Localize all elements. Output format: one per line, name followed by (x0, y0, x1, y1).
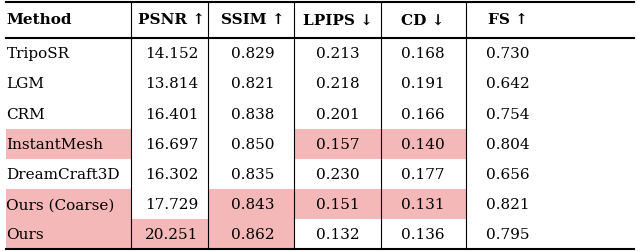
Text: TripoSR: TripoSR (6, 47, 70, 61)
Text: 0.642: 0.642 (486, 77, 529, 91)
Text: Ours (Coarse): Ours (Coarse) (6, 197, 115, 211)
Text: 0.656: 0.656 (486, 167, 529, 181)
Text: LGM: LGM (6, 77, 44, 91)
Text: LPIPS ↓: LPIPS ↓ (303, 13, 373, 27)
Text: 0.201: 0.201 (316, 107, 360, 121)
FancyBboxPatch shape (131, 219, 208, 249)
FancyBboxPatch shape (6, 189, 131, 219)
Text: 0.218: 0.218 (316, 77, 360, 91)
Text: 17.729: 17.729 (145, 197, 198, 211)
Text: 0.157: 0.157 (316, 137, 360, 151)
Text: 0.131: 0.131 (401, 197, 444, 211)
Text: 0.843: 0.843 (231, 197, 275, 211)
Text: Ours: Ours (6, 228, 44, 241)
FancyBboxPatch shape (381, 129, 466, 159)
Text: 13.814: 13.814 (145, 77, 198, 91)
FancyBboxPatch shape (381, 189, 466, 219)
Text: 0.804: 0.804 (486, 137, 529, 151)
Text: 0.230: 0.230 (316, 167, 360, 181)
Text: 20.251: 20.251 (145, 228, 198, 241)
Text: Method: Method (6, 13, 72, 27)
FancyBboxPatch shape (294, 189, 381, 219)
Text: FS ↑: FS ↑ (488, 13, 527, 27)
Text: 16.302: 16.302 (145, 167, 198, 181)
FancyBboxPatch shape (6, 129, 131, 159)
Text: 0.838: 0.838 (231, 107, 275, 121)
Text: 0.850: 0.850 (231, 137, 275, 151)
Text: 14.152: 14.152 (145, 47, 198, 61)
Text: 16.401: 16.401 (145, 107, 198, 121)
Text: 0.754: 0.754 (486, 107, 529, 121)
Text: 0.140: 0.140 (401, 137, 444, 151)
Text: 0.835: 0.835 (231, 167, 275, 181)
Text: 0.829: 0.829 (231, 47, 275, 61)
Text: 0.136: 0.136 (401, 228, 444, 241)
Text: DreamCraft3D: DreamCraft3D (6, 167, 120, 181)
Text: 0.821: 0.821 (486, 197, 529, 211)
Text: CRM: CRM (6, 107, 45, 121)
Text: CD ↓: CD ↓ (401, 13, 444, 27)
Text: 0.821: 0.821 (231, 77, 275, 91)
FancyBboxPatch shape (208, 189, 294, 219)
Text: 0.166: 0.166 (401, 107, 444, 121)
Text: 0.151: 0.151 (316, 197, 360, 211)
Text: 0.177: 0.177 (401, 167, 444, 181)
Text: 0.168: 0.168 (401, 47, 444, 61)
FancyBboxPatch shape (6, 219, 131, 249)
Text: 0.730: 0.730 (486, 47, 529, 61)
FancyBboxPatch shape (294, 129, 381, 159)
Text: 0.213: 0.213 (316, 47, 360, 61)
Text: 0.132: 0.132 (316, 228, 360, 241)
Text: InstantMesh: InstantMesh (6, 137, 104, 151)
Text: 0.795: 0.795 (486, 228, 529, 241)
Text: 0.191: 0.191 (401, 77, 444, 91)
FancyBboxPatch shape (208, 219, 294, 249)
Text: 16.697: 16.697 (145, 137, 198, 151)
Text: PSNR ↑: PSNR ↑ (138, 13, 205, 27)
Text: SSIM ↑: SSIM ↑ (221, 13, 285, 27)
Text: 0.862: 0.862 (231, 228, 275, 241)
